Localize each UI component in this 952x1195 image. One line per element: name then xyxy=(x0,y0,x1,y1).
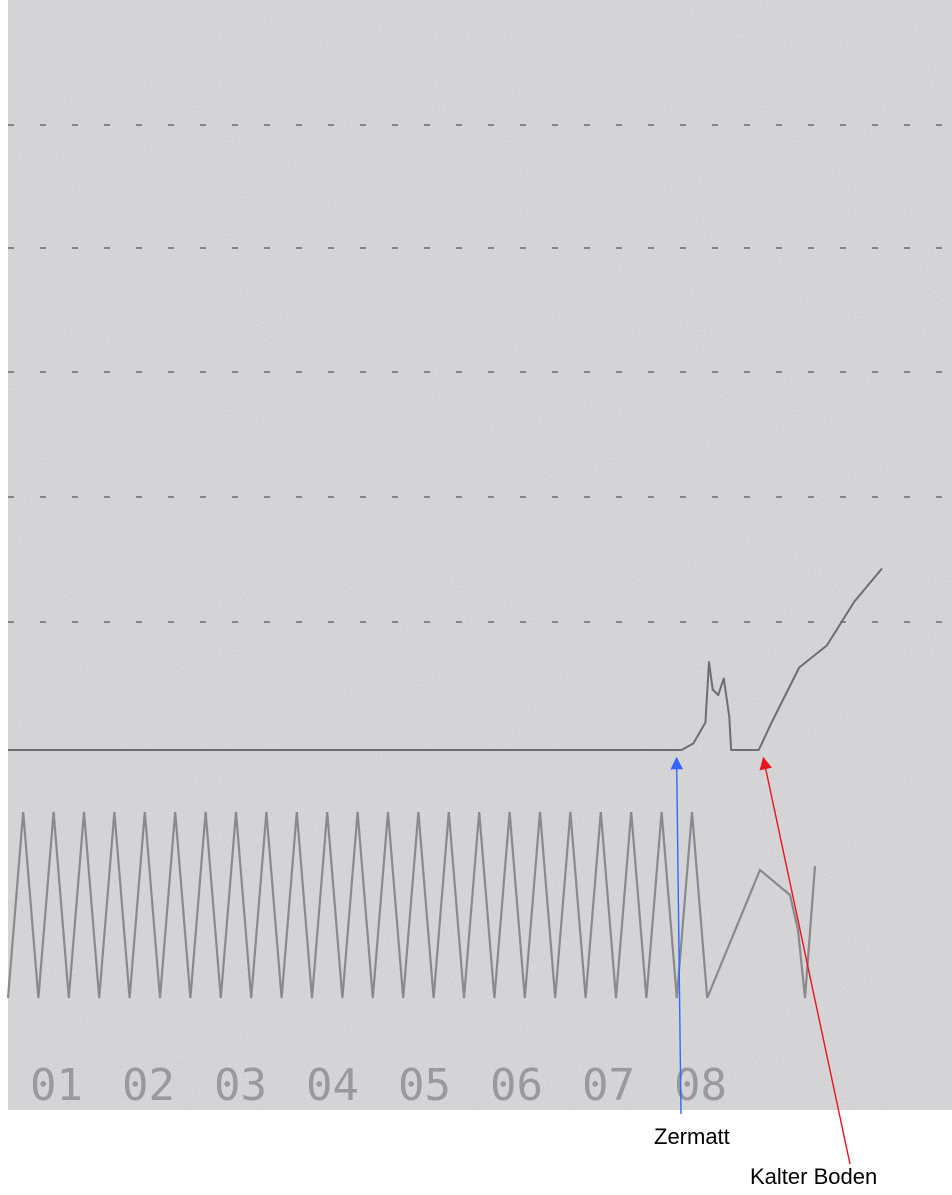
kalter-boden-arrow xyxy=(759,756,851,1165)
sawtooth-disturbed xyxy=(706,865,817,999)
sawtooth-line xyxy=(6,811,709,999)
x-tick-label: 06 xyxy=(490,1060,543,1111)
x-tick-label: 01 xyxy=(30,1060,83,1111)
trace-line xyxy=(8,567,883,751)
annotation-arrows xyxy=(670,756,851,1165)
x-tick-label: 03 xyxy=(214,1060,267,1111)
x-tick-label: 08 xyxy=(674,1060,727,1111)
x-tick-label: 05 xyxy=(398,1060,451,1111)
paper-background xyxy=(8,0,952,1110)
x-tick-label: 07 xyxy=(582,1060,635,1111)
x-tick-labels: 01 02 03 04 05 06 07 08 xyxy=(30,1060,727,1111)
timing-sawtooth-series xyxy=(6,811,817,999)
x-tick-label: 04 xyxy=(306,1060,359,1111)
zermatt-arrow xyxy=(670,756,684,1115)
annotation-zermatt: Zermatt xyxy=(654,1124,730,1149)
annotation-kalter-boden: Kalter Boden xyxy=(750,1164,878,1189)
recorded-trace-series xyxy=(8,567,883,751)
x-tick-label: 02 xyxy=(122,1060,175,1111)
